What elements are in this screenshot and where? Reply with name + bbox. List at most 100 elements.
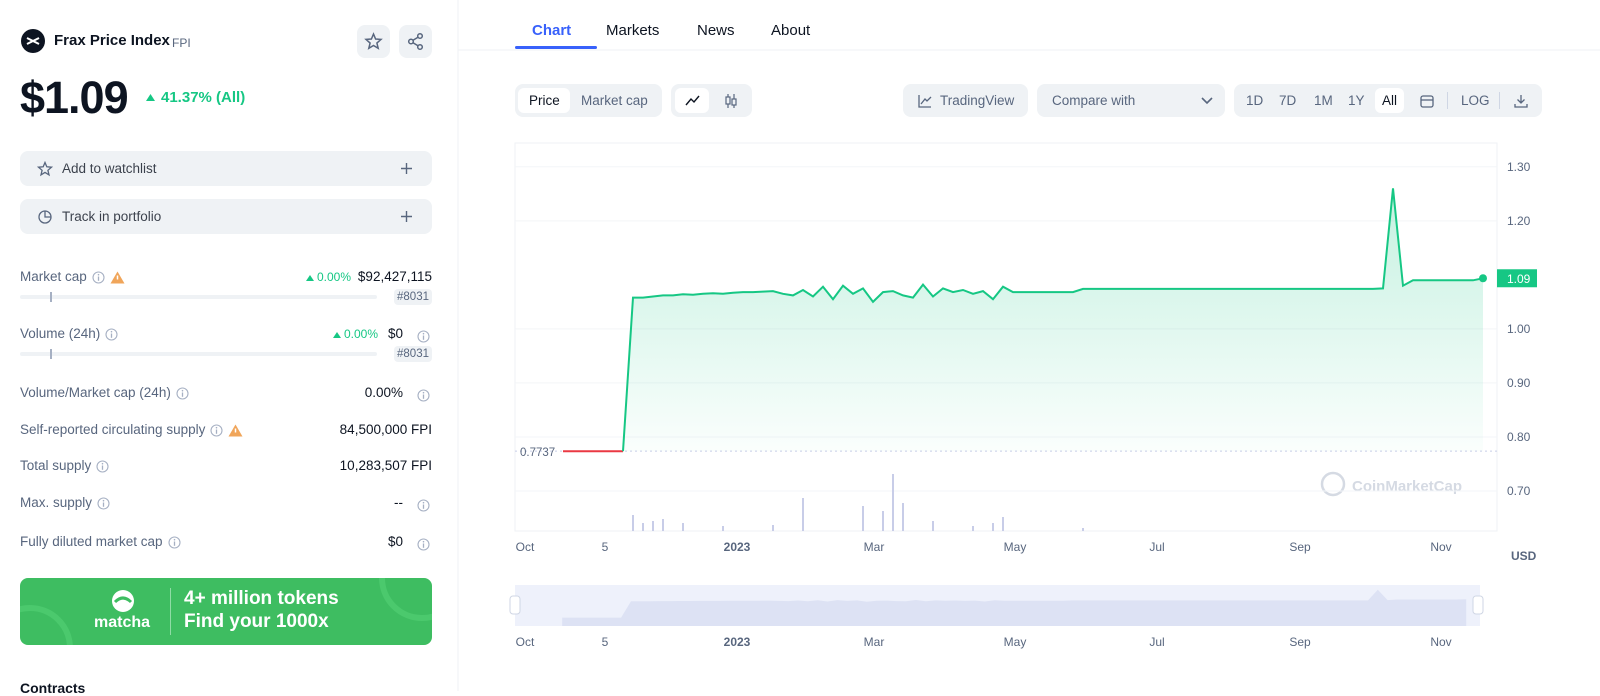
range-button[interactable]: 7D xyxy=(1279,93,1297,108)
y-tick-label: 0.70 xyxy=(1507,484,1531,498)
volume-bar xyxy=(802,498,804,531)
stat-label: Market cap xyxy=(20,269,87,284)
volume-bar xyxy=(682,523,684,531)
tab[interactable]: Markets xyxy=(606,22,660,39)
stat-label: Self-reported circulating supply xyxy=(20,422,206,437)
button-label: Add to watchlist xyxy=(62,161,157,176)
tradingview-button[interactable]: TradingView xyxy=(903,84,1028,117)
volume-bar xyxy=(882,511,884,531)
price-line xyxy=(622,188,1484,452)
watermark: CoinMarketCap xyxy=(1352,478,1462,495)
x-tick-label: Oct xyxy=(516,540,535,554)
mode-button[interactable]: Market cap xyxy=(581,93,648,108)
button-label: TradingView xyxy=(940,93,1015,108)
info-icon xyxy=(417,496,430,514)
candle-type[interactable] xyxy=(723,93,739,109)
stat-value: $0 xyxy=(387,326,403,341)
chart-type-group xyxy=(671,84,752,117)
start-label: 0.7737 xyxy=(520,447,555,459)
navigator-handle xyxy=(1472,595,1484,615)
navigator-label: Mar xyxy=(864,635,885,649)
stat-label: Volume/Market cap (24h) xyxy=(20,385,171,400)
range-button[interactable]: 1D xyxy=(1246,93,1264,108)
stat-icons xyxy=(100,326,118,341)
price-area xyxy=(623,188,1483,452)
section-title: Contracts xyxy=(20,680,86,696)
stat-row: Volume/Market cap (24h) 0.00% xyxy=(20,384,432,402)
volume-bar xyxy=(632,515,634,531)
volume-bar xyxy=(642,523,644,531)
mode-button[interactable]: Price xyxy=(529,93,560,108)
portfolio-button[interactable]: Track in portfolio xyxy=(20,199,432,234)
stat-icons xyxy=(163,534,181,549)
info-icon xyxy=(417,386,430,404)
mode-selected xyxy=(518,88,570,113)
tab[interactable]: News xyxy=(697,22,735,39)
ad-banner[interactable]: matcha 4+ million tokens Find your 1000x xyxy=(20,578,432,645)
banner-brand: matcha xyxy=(94,614,151,631)
stat-icons xyxy=(171,385,189,400)
navigator-label: May xyxy=(1004,635,1027,649)
volume-bar xyxy=(652,521,654,531)
volume-bar xyxy=(972,526,974,531)
x-tick-label: Mar xyxy=(864,540,885,554)
dropdown-label: Compare with xyxy=(1052,93,1136,108)
rank-thumb xyxy=(50,349,52,359)
rank-thumb xyxy=(50,292,52,302)
navigator-label: 5 xyxy=(602,635,609,649)
stat-label: Fully diluted market cap xyxy=(20,534,163,549)
last-label: 1.09 xyxy=(1507,272,1531,286)
stat-icons xyxy=(205,422,243,437)
volume-bar xyxy=(662,519,664,531)
star-button[interactable] xyxy=(357,25,390,58)
last-point xyxy=(1479,274,1487,283)
volume-bar xyxy=(1002,517,1004,531)
tab[interactable]: About xyxy=(771,22,811,39)
stat-value: 84,500,000 FPI xyxy=(339,422,432,437)
stat-icons xyxy=(91,458,109,473)
navigator-label: Oct xyxy=(516,635,535,649)
tab[interactable]: Chart xyxy=(532,22,572,39)
navigator-label: Jul xyxy=(1149,635,1164,649)
watchlist-button[interactable]: Add to watchlist xyxy=(20,151,432,186)
volume-bar xyxy=(1082,528,1084,531)
button-label: Track in portfolio xyxy=(62,209,162,224)
share-button[interactable] xyxy=(399,25,432,58)
change-text: 0.00% xyxy=(316,270,351,284)
navigator-area xyxy=(562,589,1467,626)
compare-dropdown[interactable]: Compare with xyxy=(1037,84,1225,117)
watermark-logo xyxy=(1320,471,1346,497)
x-tick-label: Sep xyxy=(1289,540,1311,554)
x-tick-label: 2023 xyxy=(724,540,751,554)
range-button[interactable]: 1M xyxy=(1314,93,1333,108)
coin-logo xyxy=(21,29,45,53)
rank-bar xyxy=(20,295,377,299)
download-button[interactable] xyxy=(1513,93,1529,109)
range-button[interactable]: 1Y xyxy=(1348,93,1365,108)
range-selected xyxy=(1375,88,1404,113)
log-button[interactable]: LOG xyxy=(1461,93,1490,108)
price: $1.09 xyxy=(20,72,129,123)
stat-change: 0.00% xyxy=(332,325,378,343)
navigator-handle xyxy=(509,595,521,615)
navigator-label: Nov xyxy=(1430,635,1451,649)
stat-row: Self-reported circulating supply 84,500,0… xyxy=(20,421,432,439)
banner-line: Find your 1000x xyxy=(184,611,329,632)
stat-value: -- xyxy=(394,495,403,510)
up-arrow xyxy=(146,94,155,101)
stat-value: 10,283,507 FPI xyxy=(339,458,432,473)
stat-row: Max. supply -- xyxy=(20,494,432,512)
price-change: 41.37% (All) xyxy=(161,89,246,106)
change-text: 0.00% xyxy=(343,327,378,341)
last-badge xyxy=(1497,269,1537,288)
stat-label: Volume (24h) xyxy=(20,326,101,341)
info-icon xyxy=(417,327,430,345)
range-button[interactable]: All xyxy=(1382,93,1398,108)
x-tick-label: 5 xyxy=(602,540,609,554)
stat-row: Volume (24h) $0 0.00% xyxy=(20,325,432,343)
line-type[interactable] xyxy=(675,88,709,113)
x-tick-label: May xyxy=(1004,540,1027,554)
coin-name: Frax Price Index xyxy=(54,32,170,49)
calendar-button[interactable] xyxy=(1419,93,1435,109)
